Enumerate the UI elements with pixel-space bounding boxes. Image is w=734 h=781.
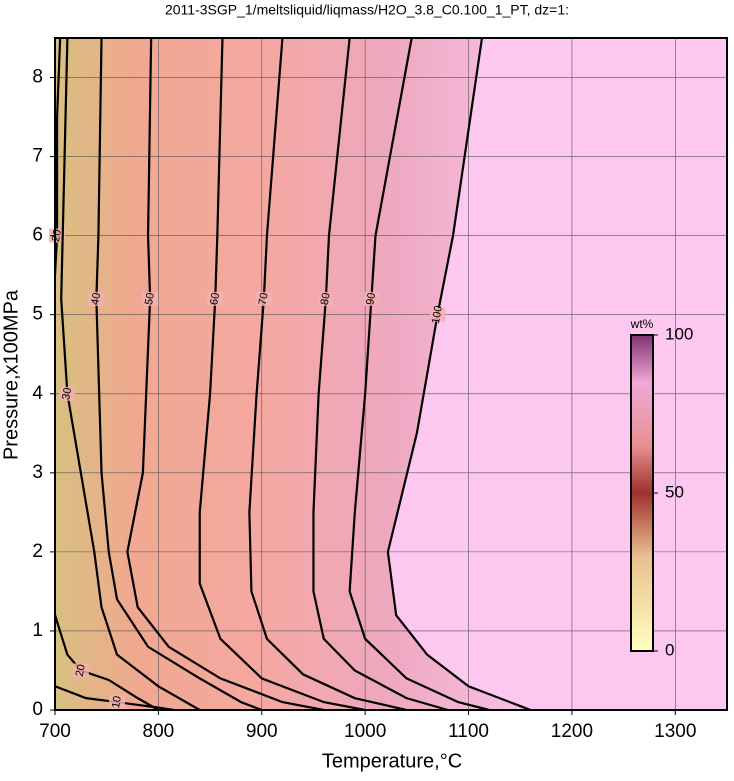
contour-line — [60, 37, 201, 711]
chart-title: 2011-3SGP_1/meltsliquid/liqmass/H2O_3.8_… — [165, 2, 569, 18]
contour-line — [348, 37, 490, 712]
contour-label-bg — [317, 291, 334, 306]
contour-label: 20 — [74, 663, 88, 677]
contour-label-bg — [363, 291, 380, 306]
y-axis-label: Pressure,x100MPa — [0, 289, 22, 460]
y-tick-label: 6 — [32, 225, 43, 246]
y-tick-label: 7 — [32, 146, 43, 167]
contour-label: 40 — [89, 292, 103, 306]
contour-label-bg — [88, 291, 105, 306]
contour-line — [95, 37, 263, 712]
contour-line — [248, 37, 407, 712]
contour-label: 90 — [364, 292, 378, 306]
contour-label-bg — [72, 663, 89, 678]
x-tick-label: 800 — [143, 721, 175, 742]
contour-line — [198, 37, 366, 712]
contour-label-bg — [429, 307, 446, 322]
colorbar — [630, 334, 654, 652]
plot-frame — [54, 37, 728, 711]
x-tick-label: 1000 — [344, 721, 386, 742]
colorbar-tick-label: 0 — [665, 640, 674, 659]
contour-line — [386, 37, 531, 712]
contour-label-bg — [255, 291, 272, 306]
x-tick-label: 1300 — [654, 721, 696, 742]
y-tick-label: 5 — [32, 304, 43, 325]
contour-label: 10 — [110, 695, 124, 709]
y-tick-label: 1 — [32, 620, 43, 641]
y-tick-label: 2 — [32, 541, 43, 562]
y-tick-label: 4 — [32, 383, 43, 404]
x-axis-label: Temperature,°C — [322, 750, 462, 772]
contour-label-bg — [49, 228, 66, 243]
y-tick-label: 3 — [32, 462, 43, 483]
contour-label: 20 — [50, 229, 64, 243]
x-tick-label: 900 — [246, 721, 278, 742]
contour-label-bg — [109, 695, 126, 710]
contour-label: 80 — [319, 292, 333, 306]
contour-line — [126, 37, 325, 712]
colorbar-tick-label: 50 — [665, 482, 684, 501]
contour-label-bg — [207, 291, 224, 306]
contour-label: 50 — [143, 292, 157, 306]
x-tick-label: 1100 — [448, 721, 489, 742]
x-tick-label: 1200 — [551, 721, 593, 742]
contour-line — [53, 37, 159, 711]
contour-label-bg — [142, 291, 159, 306]
colorbar-label: wt% — [630, 317, 654, 331]
contour-label: 30 — [60, 387, 74, 401]
contour-label: 70 — [257, 292, 271, 306]
contour-label: 100 — [430, 305, 445, 325]
contour-label: 60 — [208, 292, 222, 306]
colorbar-tick-label: 100 — [665, 324, 693, 343]
x-tick-label: 700 — [39, 721, 71, 742]
y-tick-label: 8 — [32, 67, 43, 88]
contour-line — [312, 37, 449, 712]
contour-label-bg — [59, 386, 76, 401]
y-tick-label: 0 — [32, 699, 43, 720]
